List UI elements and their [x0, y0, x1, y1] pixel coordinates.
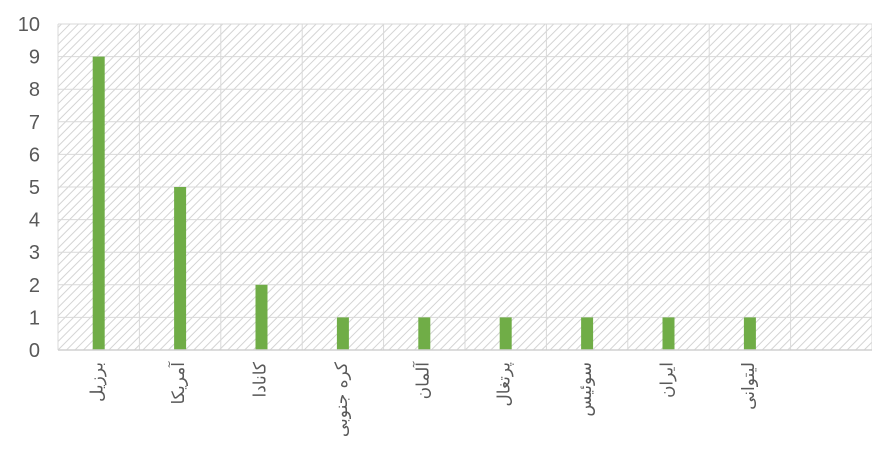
- x-tick-label: ایران: [658, 362, 678, 398]
- x-tick-label: کانادا: [251, 361, 271, 397]
- bar: [92, 56, 105, 350]
- y-tick-label: 10: [18, 14, 40, 36]
- bar: [174, 187, 187, 350]
- y-tick-label: 5: [29, 177, 40, 199]
- y-tick-label: 8: [29, 79, 40, 101]
- y-tick-label: 9: [29, 47, 40, 69]
- y-tick-label: 0: [29, 340, 40, 362]
- x-tick-label: کره جنوبی: [332, 361, 352, 437]
- x-tick-label: برزیل: [88, 362, 108, 402]
- y-tick-label: 1: [29, 307, 40, 329]
- y-tick-label: 3: [29, 242, 40, 264]
- y-tick-label: 7: [29, 112, 40, 134]
- x-tick-label: سوئیس: [576, 362, 596, 417]
- x-tick-label: پرتغال: [495, 362, 515, 407]
- bar: [418, 317, 431, 350]
- gridlines: [57, 23, 872, 351]
- bar: [743, 317, 756, 350]
- bar: [499, 317, 512, 350]
- x-tick-label: آلمان: [411, 361, 433, 400]
- bar: [255, 284, 268, 350]
- bar: [662, 317, 675, 350]
- y-axis-tick-labels: 0 1 2 3 4 5 6 7 8 9 10: [18, 14, 40, 362]
- bar: [581, 317, 594, 350]
- x-tick-label: لیتوانی: [739, 362, 759, 410]
- y-tick-label: 4: [29, 210, 40, 232]
- y-tick-label: 2: [29, 275, 40, 297]
- x-tick-label: آمریکا: [167, 361, 189, 405]
- bar: [336, 317, 349, 350]
- bars: [92, 56, 756, 350]
- x-axis-tick-labels: برزیل آمریکا کانادا کره جنوبی آلمان پرتغال سوئ…: [88, 361, 759, 437]
- y-tick-label: 6: [29, 144, 40, 166]
